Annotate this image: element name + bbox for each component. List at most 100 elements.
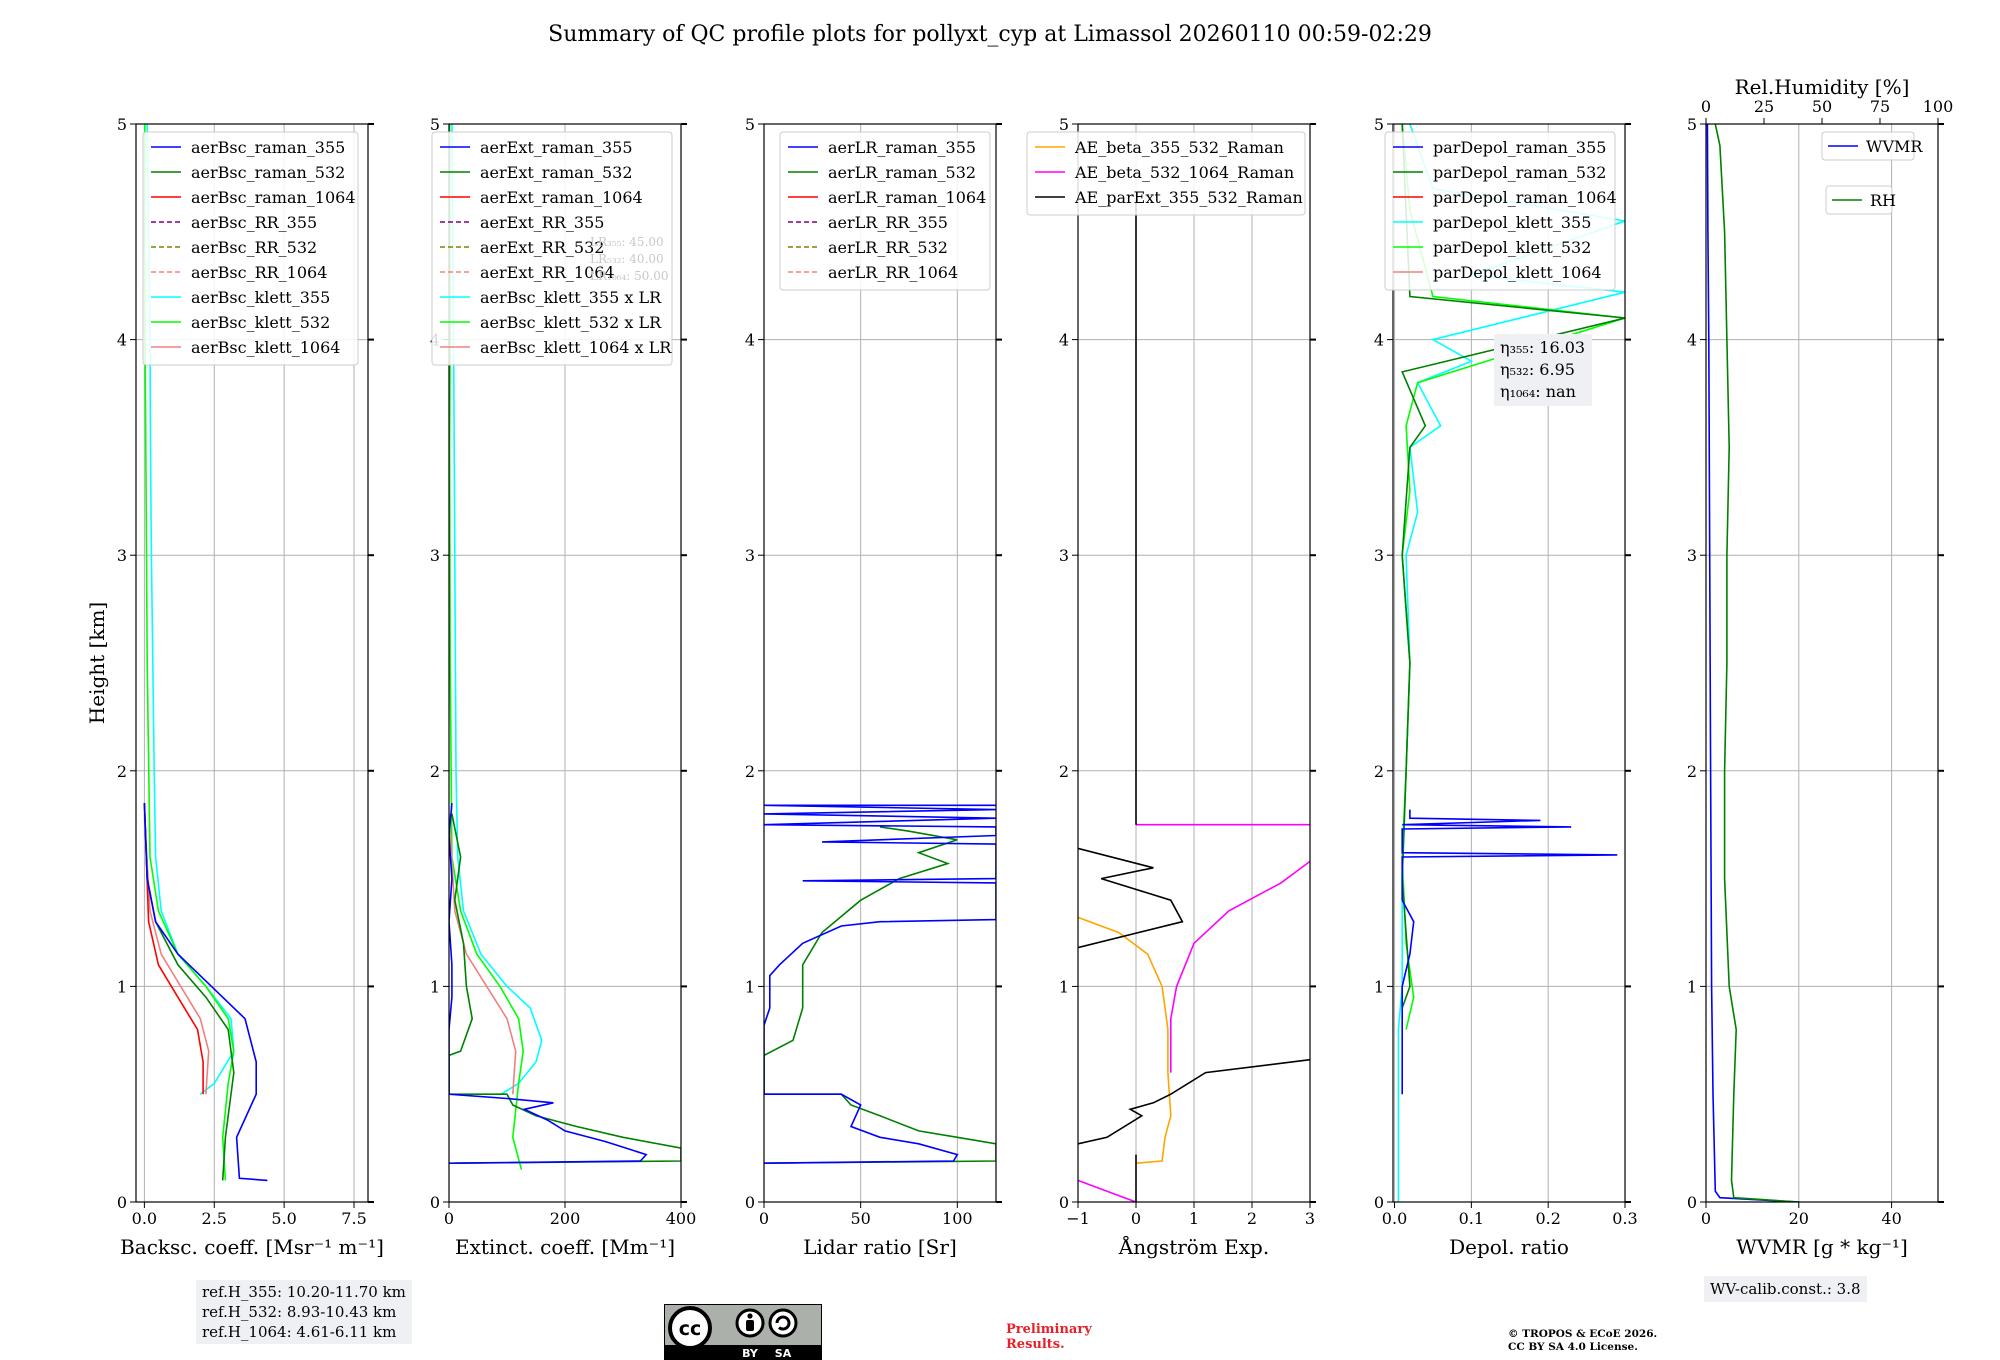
- y-tick-label: 1: [430, 977, 440, 996]
- y-tick-label: 5: [430, 115, 440, 134]
- x-tick-label: 20: [1789, 1209, 1809, 1228]
- x2-tick-label: 75: [1870, 97, 1890, 116]
- series-aerBsc_raman_532: [143, 803, 235, 1181]
- legend-label: aerBsc_raman_532: [191, 163, 345, 182]
- axes-frame: [763, 123, 997, 1203]
- legend-label: aerBsc_klett_532 x LR: [480, 313, 662, 332]
- legend-box: [1026, 131, 1306, 216]
- panel-wv: 0 20 40 0 1 2 3 4 5 WVMR [g * kg⁻¹] 0 25 50 75 100 Rel.…: [1687, 75, 1953, 1259]
- preliminary-note: Preliminary Results.: [1006, 1322, 1092, 1352]
- series-parDepol_raman_532: [1401, 124, 1625, 1009]
- x-tick-label: 50: [850, 1209, 870, 1228]
- x2-tick-label: 0: [1701, 97, 1711, 116]
- y-tick-label: 2: [745, 762, 755, 781]
- y-tick-label: 1: [1687, 977, 1697, 996]
- y-tick-label: 0: [117, 1193, 127, 1212]
- x-tick-label: 0: [1131, 1209, 1141, 1228]
- series-aerBsc_klett_355 x LR: [451, 124, 543, 1095]
- series-aerLR_raman_355: [764, 804, 996, 1164]
- legend-label: RH: [1870, 191, 1896, 210]
- eta-box: [1494, 334, 1592, 406]
- series-aerBsc_raman_1064: [143, 803, 204, 1095]
- legend-label: aerBsc_klett_1064: [191, 338, 340, 357]
- x-tick-label: 0.0: [1382, 1209, 1407, 1228]
- legend-label: aerLR_raman_1064: [828, 188, 986, 207]
- cc-icon: [668, 1306, 712, 1350]
- y-tick-label: 5: [117, 115, 127, 134]
- x-tick-label: −1: [1066, 1209, 1090, 1228]
- y-tick-label: 0: [745, 1193, 755, 1212]
- panel-lr: 0 50 100 0 1 2 3 4 5 Lidar ratio [Sr] aerLR_raman_…: [745, 115, 1002, 1259]
- legend-label: parDepol_klett_1064: [1433, 263, 1602, 282]
- axes-frame: [135, 123, 369, 1203]
- wv-calib-box: WV-calib.const.: 3.8: [1704, 1276, 1867, 1302]
- y-tick-label: 5: [1374, 115, 1384, 134]
- y-tick-label: 3: [1059, 546, 1069, 565]
- legend-label: aerLR_RR_532: [828, 238, 948, 257]
- cc-text: cc: [679, 1318, 702, 1340]
- panel-ext: 0200400012345Extinct. coeff. [Mm⁻¹]aerEx…: [430, 115, 696, 1259]
- series-aerBsc_raman_355: [143, 803, 268, 1182]
- x-tick-label: 0.0: [132, 1209, 157, 1228]
- lr-note: LR₅₃₂: 40.00: [590, 252, 664, 266]
- y-tick-label: 1: [745, 977, 755, 996]
- preliminary-line1: Preliminary: [1006, 1322, 1092, 1337]
- series-aerBsc_klett_355: [146, 124, 235, 1095]
- x-axis-label: Extinct. coeff. [Mm⁻¹]: [455, 1235, 675, 1259]
- legend-label: aerBsc_klett_355 x LR: [480, 288, 662, 307]
- ref-height-1064: ref.H_1064: 4.61-6.11 km: [202, 1323, 397, 1341]
- y-tick-label: 4: [1059, 331, 1069, 350]
- legend-label: aerExt_RR_355: [480, 213, 604, 232]
- legend-label: aerExt_raman_532: [480, 163, 633, 182]
- legend-label: WVMR: [1866, 137, 1923, 156]
- legend-box: [431, 131, 673, 366]
- x2-axis-label: Rel.Humidity [%]: [1735, 75, 1910, 99]
- legend-label: aerBsc_klett_355: [191, 288, 330, 307]
- x-axis-label: Ångström Exp.: [1118, 1234, 1269, 1259]
- y-tick-label: 0: [1059, 1193, 1069, 1212]
- legend-label: aerExt_RR_1064: [480, 263, 615, 282]
- x-tick-label: 1: [1189, 1209, 1199, 1228]
- cc-by-sa-badge: cc BY SA: [664, 1304, 822, 1360]
- x2-tick-label: 50: [1812, 97, 1832, 116]
- legend-label: aerBsc_RR_1064: [191, 263, 327, 282]
- x-tick-label: 0.2: [1535, 1209, 1560, 1228]
- y-tick-label: 4: [117, 331, 127, 350]
- legend-label: aerExt_RR_532: [480, 238, 604, 257]
- y-tick-label: 2: [1374, 762, 1384, 781]
- x-tick-label: 0.1: [1459, 1209, 1484, 1228]
- x-tick-label: 0.3: [1612, 1209, 1637, 1228]
- y-tick-label: 4: [1374, 331, 1384, 350]
- y-tick-label: 4: [1687, 331, 1697, 350]
- y-axis-label: Height [km]: [85, 602, 109, 724]
- legend-box: [1821, 131, 1915, 161]
- legend-label: aerBsc_klett_1064 x LR: [480, 338, 672, 357]
- sa-icon: [768, 1308, 798, 1338]
- legend-label: aerLR_raman_355: [828, 138, 976, 157]
- series-aerBsc_klett_1064 x LR: [449, 813, 517, 1095]
- series-RH: [1714, 124, 1799, 1202]
- eta-value: η₃₅₅: 16.03: [1500, 338, 1585, 357]
- legend-label: aerLR_RR_355: [828, 213, 948, 232]
- x-tick-label: 3: [1305, 1209, 1315, 1228]
- legend-label: parDepol_raman_1064: [1433, 188, 1617, 207]
- legend-label: AE_beta_532_1064_Raman: [1074, 163, 1294, 182]
- axes-frame: [1392, 123, 1626, 1203]
- reference-height-box: ref.H_355: 10.20-11.70 km ref.H_532: 8.9…: [196, 1280, 412, 1344]
- copyright-line1: © TROPOS & ECoE 2026.: [1508, 1328, 1658, 1340]
- y-tick-label: 2: [1687, 762, 1697, 781]
- series-WVMR: [1706, 124, 1799, 1202]
- x-tick-label: 100: [942, 1209, 973, 1228]
- ref-height-532: ref.H_532: 8.93-10.43 km: [202, 1303, 397, 1321]
- series-AE_parExt_355_532_Raman: [1078, 1058, 1310, 1145]
- legend-label: aerBsc_raman_1064: [191, 188, 356, 207]
- x-tick-label: 0: [759, 1209, 769, 1228]
- copyright-note: © TROPOS & ECoE 2026. CC BY SA 4.0 Licen…: [1508, 1328, 1657, 1354]
- series-aerBsc_klett_1064: [143, 813, 210, 1095]
- x-tick-label: 2.5: [202, 1209, 227, 1228]
- x-tick-label: 400: [666, 1209, 697, 1228]
- y-tick-label: 4: [745, 331, 755, 350]
- y-tick-label: 0: [1374, 1193, 1384, 1212]
